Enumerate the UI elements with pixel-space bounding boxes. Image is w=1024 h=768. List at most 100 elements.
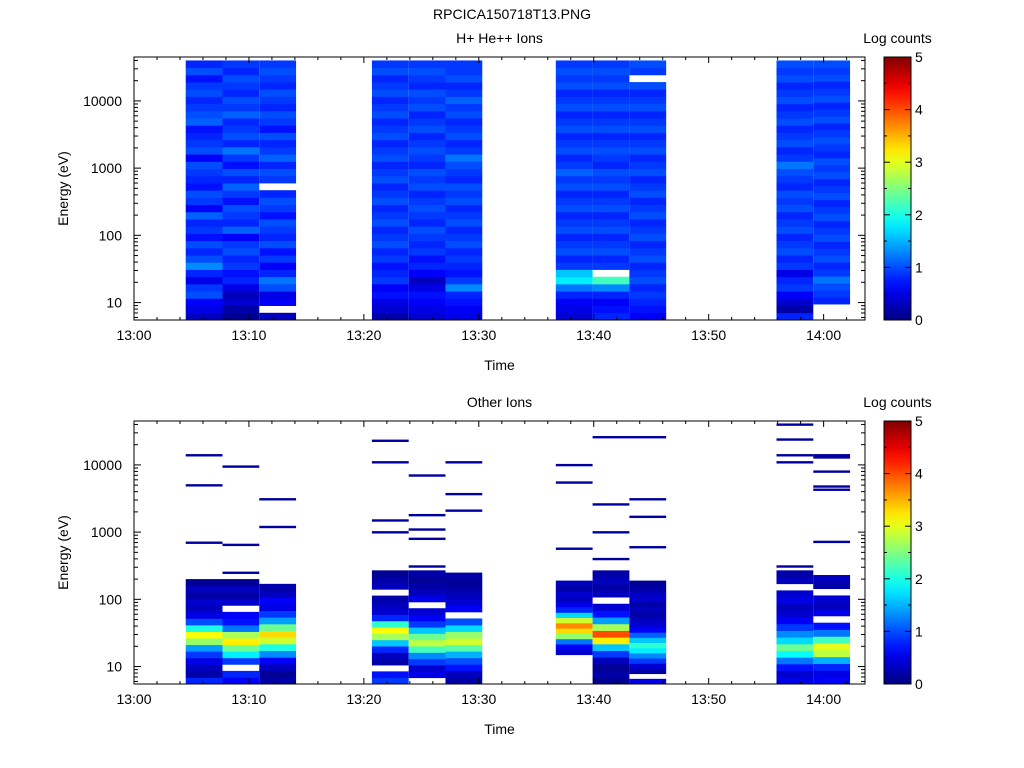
heatmap-cell [371, 262, 409, 270]
heatmap-cell [259, 597, 297, 605]
heatmap-cell [555, 233, 593, 242]
colorbar-label: Log counts [863, 394, 932, 410]
heatmap-cell [259, 583, 297, 591]
heatmap-cell [222, 211, 260, 220]
heatmap-cell [592, 570, 630, 578]
count-line [776, 461, 814, 464]
colorbar-tick-label: 0 [915, 676, 923, 692]
heatmap-cell [185, 226, 223, 234]
heatmap-cell [222, 276, 260, 285]
heatmap-cell [445, 146, 483, 155]
heatmap-cell [555, 146, 593, 155]
heatmap-cell [555, 125, 593, 133]
heatmap-cell [813, 171, 851, 180]
heatmap-cell [222, 240, 260, 249]
heatmap-cell [222, 247, 260, 256]
heatmap-cell [776, 305, 814, 314]
heatmap-cell [629, 110, 667, 119]
y-tick-label: 10000 [83, 457, 122, 473]
heatmap-cell [776, 204, 814, 213]
heatmap-cell [371, 154, 409, 162]
heatmap-cell [185, 631, 223, 639]
heatmap-cell [776, 255, 814, 263]
heatmap-cell [629, 642, 667, 649]
heatmap-cell [371, 146, 409, 155]
heatmap-cell [371, 671, 409, 679]
heatmap-cell [408, 291, 446, 299]
heatmap-cell [408, 211, 446, 220]
heatmap-cell [185, 82, 223, 90]
heatmap-cell [222, 161, 260, 169]
x-tick-label: 13:30 [461, 327, 496, 343]
heatmap-cell [185, 154, 223, 162]
heatmap-cell [259, 312, 297, 321]
heatmap-cell [592, 650, 630, 658]
heatmap-cell [592, 190, 630, 198]
heatmap-cell [555, 255, 593, 263]
colorbar-label: Log counts [863, 30, 932, 46]
heatmap-cell [629, 678, 667, 685]
heatmap-cell [408, 161, 446, 169]
heatmap-cell [259, 154, 297, 162]
y-tick-label: 10 [106, 295, 122, 311]
colorbar [883, 56, 912, 321]
heatmap-cell [408, 652, 446, 660]
heatmap-cell [371, 305, 409, 314]
heatmap-cell [408, 82, 446, 90]
heatmap-cell [629, 219, 667, 227]
heatmap-cell [222, 670, 260, 678]
heatmap-cell [592, 103, 630, 112]
heatmap-cell [185, 585, 223, 593]
heatmap-cell [629, 226, 667, 234]
heatmap-cell [629, 611, 667, 618]
count-line [259, 498, 297, 501]
heatmap-cell [813, 137, 851, 145]
heatmap-cell [629, 161, 667, 169]
heatmap-cell [445, 291, 483, 299]
heatmap-cell [629, 240, 667, 249]
count-line [408, 537, 446, 541]
heatmap-cell [445, 211, 483, 220]
heatmap-cell [408, 197, 446, 206]
colorbar-tick-label: 1 [915, 623, 923, 639]
heatmap-cell [555, 638, 593, 645]
heatmap-cell [222, 312, 260, 321]
heatmap-cell [259, 161, 297, 169]
heatmap-cell [222, 175, 260, 184]
heatmap-cell [629, 668, 667, 675]
heatmap-cell [629, 139, 667, 148]
heatmap-cell [555, 183, 593, 191]
heatmap-cell [592, 204, 630, 213]
heatmap-cell [555, 633, 593, 640]
heatmap-cell [185, 197, 223, 206]
heatmap-cell [222, 283, 260, 292]
x-tick-label: 14:00 [806, 327, 841, 343]
heatmap-cell [445, 605, 483, 613]
heatmap-cell [445, 312, 483, 321]
heatmap-cell [185, 262, 223, 270]
heatmap-cell [776, 103, 814, 112]
heatmap-cell [592, 161, 630, 169]
heatmap-cell [629, 168, 667, 177]
heatmap-cell [592, 312, 630, 321]
heatmap-cell [445, 592, 483, 600]
heatmap-cell [629, 118, 667, 126]
heatmap-cell [222, 624, 260, 632]
heatmap-cell [185, 161, 223, 169]
heatmap-cell [555, 312, 593, 321]
heatmap-cell [776, 89, 814, 97]
heatmap-cell [185, 219, 223, 227]
heatmap-cell [259, 211, 297, 220]
heatmap-cell [259, 82, 297, 90]
heatmap-cell [813, 150, 851, 159]
heatmap-cell [445, 233, 483, 242]
count-line [813, 488, 851, 491]
heatmap-cell [776, 269, 814, 278]
count-line [555, 463, 593, 467]
heatmap-cell [185, 276, 223, 285]
count-line [555, 547, 593, 550]
heatmap-cell [629, 276, 667, 285]
heatmap-cell [445, 190, 483, 198]
heatmap-cell [259, 255, 297, 263]
heatmap-cell [629, 298, 667, 306]
